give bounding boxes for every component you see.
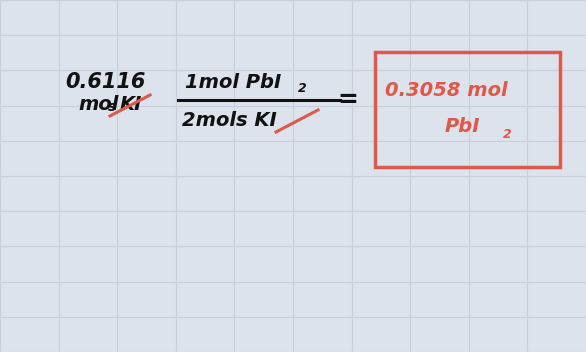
Text: PbI: PbI bbox=[445, 118, 481, 137]
Bar bbox=[375, 52, 560, 167]
Text: 2mols KI: 2mols KI bbox=[182, 111, 277, 130]
Text: =: = bbox=[338, 88, 359, 112]
Text: 0.3058 mol: 0.3058 mol bbox=[385, 81, 507, 100]
Text: mol: mol bbox=[78, 95, 118, 114]
Text: s: s bbox=[108, 100, 116, 114]
Text: 0.6116: 0.6116 bbox=[65, 72, 145, 92]
Text: 2: 2 bbox=[298, 82, 306, 94]
Text: 2: 2 bbox=[503, 127, 512, 140]
Text: KI: KI bbox=[120, 95, 142, 114]
Text: 1mol PbI: 1mol PbI bbox=[185, 73, 281, 92]
